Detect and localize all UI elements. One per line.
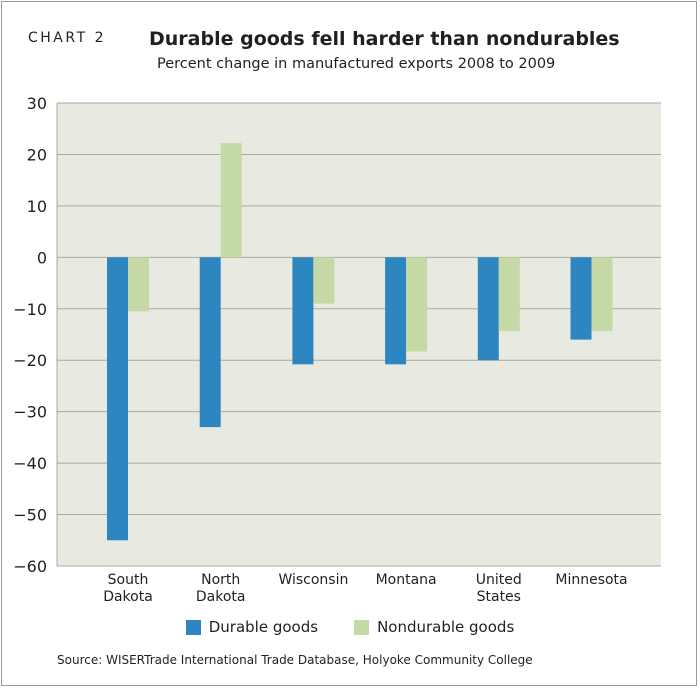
y-tick-label: −10 — [13, 300, 47, 319]
source-note: Source: WISERTrade International Trade D… — [57, 653, 533, 667]
y-tick-label: −50 — [13, 506, 47, 525]
y-tick-label: −20 — [13, 351, 47, 370]
bar-durable-0 — [107, 257, 128, 541]
x-tick-label-line: Minnesota — [555, 572, 627, 588]
x-tick-label-line: States — [477, 589, 521, 605]
bar-nondurable-4 — [498, 257, 520, 331]
chart-subtitle: Percent change in manufactured exports 2… — [157, 56, 556, 72]
bars — [107, 143, 613, 541]
legend-label-durable: Durable goods — [208, 618, 319, 636]
legend-item-nondurable: Nondurable goods — [354, 618, 514, 636]
y-tick-label: 10 — [27, 197, 47, 216]
x-tick-label: North Dakota — [196, 572, 246, 605]
y-tick-label: −60 — [13, 557, 47, 576]
x-tick-label: Montana — [376, 572, 437, 588]
x-tick-label: Wisconsin — [278, 572, 348, 588]
y-tick-label: 0 — [37, 248, 47, 267]
bar-durable-1 — [199, 257, 221, 428]
y-tick-label: 20 — [27, 145, 47, 164]
legend-label-nondurable: Nondurable goods — [377, 618, 515, 636]
plot-area — [57, 103, 661, 566]
chart-number-label: CHART 2 — [28, 30, 106, 46]
bar-durable-4 — [477, 257, 499, 361]
bar-nondurable-0 — [128, 257, 149, 312]
x-tick-label-line: Dakota — [196, 589, 246, 605]
legend-swatch-nondurable — [354, 619, 370, 635]
x-tick-label-line: Dakota — [103, 589, 153, 605]
y-tick-label: −40 — [13, 454, 47, 473]
bar-nondurable-1 — [220, 143, 242, 258]
x-tick-label: United States — [476, 572, 522, 605]
x-tick-label-line: South — [108, 572, 149, 588]
x-tick-label: Minnesota — [555, 572, 627, 588]
x-tick-label-line: North — [201, 572, 240, 588]
bar-nondurable-5 — [591, 257, 613, 331]
x-tick-label-line: Montana — [376, 572, 437, 588]
chart-title: Durable goods fell harder than nondurabl… — [149, 28, 620, 50]
y-tick-label: 30 — [27, 94, 47, 113]
legend-item-durable: Durable goods — [185, 618, 319, 636]
legend: Durable goods Nondurable goods — [0, 618, 700, 636]
y-axis-ticks: 30 20 10 0 −10 −20 −30 −40 −50 −60 — [13, 94, 47, 576]
legend-swatch-durable — [185, 619, 201, 635]
bar-durable-5 — [570, 257, 592, 340]
gridlines — [56, 102, 661, 567]
bar-nondurable-3 — [406, 257, 428, 352]
bar-durable-3 — [385, 257, 407, 365]
x-tick-label-line: United — [476, 572, 522, 588]
bar-nondurable-2 — [313, 257, 335, 304]
y-tick-label: −30 — [13, 403, 47, 422]
x-tick-label: South Dakota — [103, 572, 153, 605]
x-tick-label-line: Wisconsin — [278, 572, 348, 588]
bar-durable-2 — [292, 257, 314, 365]
